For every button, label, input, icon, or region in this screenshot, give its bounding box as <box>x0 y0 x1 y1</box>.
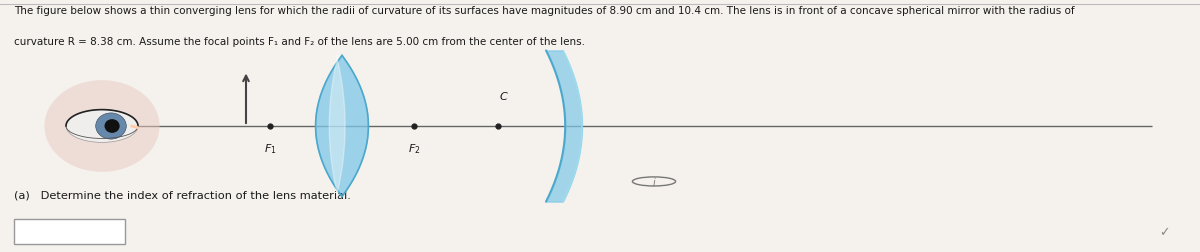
Text: The figure below shows a thin converging lens for which the radii of curvature o: The figure below shows a thin converging… <box>14 6 1075 16</box>
Ellipse shape <box>104 119 120 133</box>
Text: $\checkmark$: $\checkmark$ <box>1159 225 1169 238</box>
Ellipse shape <box>66 110 138 142</box>
Polygon shape <box>329 55 346 197</box>
Text: $F_1$: $F_1$ <box>264 142 276 156</box>
Text: $F_2$: $F_2$ <box>408 142 420 156</box>
Polygon shape <box>316 55 368 197</box>
Text: curvature R = 8.38 cm. Assume the focal points F₁ and F₂ of the lens are 5.00 cm: curvature R = 8.38 cm. Assume the focal … <box>14 37 586 47</box>
Text: (a)   Determine the index of refraction of the lens material.: (a) Determine the index of refraction of… <box>14 190 352 200</box>
FancyBboxPatch shape <box>14 219 125 244</box>
Ellipse shape <box>44 80 160 172</box>
Text: $C$: $C$ <box>499 90 509 102</box>
Text: i: i <box>653 178 655 188</box>
Ellipse shape <box>96 113 126 139</box>
